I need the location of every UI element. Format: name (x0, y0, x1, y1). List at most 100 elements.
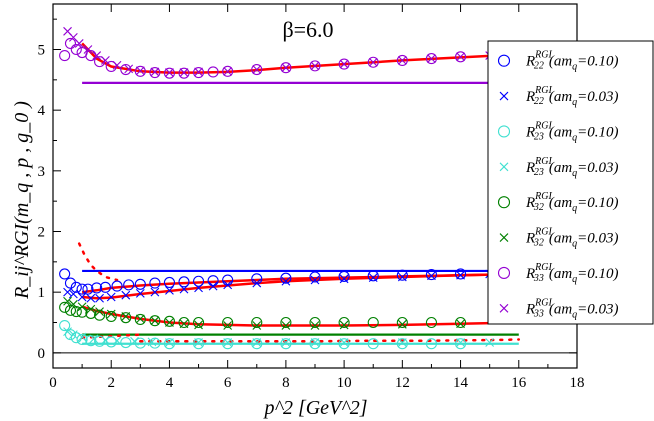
data-point-circle (207, 66, 219, 78)
x-tick-label: 16 (511, 375, 527, 391)
data-point-cross (223, 321, 233, 330)
data-point-circle (425, 269, 437, 281)
data-point-cross (92, 51, 102, 60)
data-point-cross (223, 66, 233, 76)
data-point-cross (63, 296, 72, 306)
data-point-cross (194, 283, 203, 293)
legend-label: RRGI 22 (amq=0.03) (525, 85, 619, 108)
y-tick-label: 2 (38, 225, 46, 241)
data-point-circle (64, 329, 77, 341)
data-point-circle (222, 316, 234, 329)
legend-box (487, 40, 654, 325)
data-point-cross (77, 302, 87, 312)
x-tick-label: 4 (166, 375, 174, 391)
data-point-cross (368, 57, 378, 67)
legend-marker-cross (499, 91, 509, 101)
data-point-cross (397, 338, 407, 347)
data-point-cross (427, 271, 436, 281)
data-point-cross (63, 287, 72, 297)
data-point-cross (135, 288, 145, 298)
legend-marker-circle (497, 125, 511, 138)
data-point-circle (105, 310, 117, 322)
data-point-cross (179, 284, 189, 294)
fit-curve-dotted (77, 242, 119, 282)
data-point-cross (165, 318, 174, 327)
data-point-circle (309, 60, 321, 72)
data-point-cross (89, 334, 99, 344)
data-point-circle (309, 271, 321, 283)
chart-title: β=6.0 (282, 17, 333, 42)
data-point-circle (425, 316, 437, 329)
data-point-cross (397, 319, 407, 329)
data-point-cross (179, 319, 189, 329)
data-point-cross (456, 52, 465, 62)
data-point-circle (163, 338, 175, 350)
data-point-cross (310, 275, 320, 285)
data-markers (59, 26, 495, 350)
data-point-cross (68, 330, 78, 340)
data-point-circle (280, 62, 292, 74)
legend-marker-cross (499, 303, 509, 313)
data-point-cross (130, 336, 139, 346)
y-tick-label: 4 (38, 103, 46, 119)
data-point-cross (135, 66, 145, 76)
x-tick-label: 2 (107, 375, 115, 391)
data-point-circle (193, 275, 205, 287)
data-point-cross (74, 39, 84, 48)
data-point-circle (163, 315, 175, 327)
legend-marker-circle (497, 196, 511, 209)
data-point-circle (85, 50, 97, 62)
x-tick-label: 0 (49, 375, 57, 391)
x-tick-label: 10 (337, 375, 352, 391)
data-point-circle (309, 338, 321, 350)
data-point-circle (76, 333, 88, 346)
data-point-circle (134, 278, 146, 290)
legend-label: RRGI 33 (amq=0.03) (525, 297, 619, 320)
data-point-circle (193, 67, 205, 79)
data-point-circle (76, 283, 88, 295)
data-point-circle (280, 272, 292, 284)
data-point-circle (64, 37, 77, 49)
legend-marker-circle (497, 266, 511, 279)
data-point-cross (223, 338, 233, 347)
data-point-circle (367, 338, 379, 350)
data-point-cross (68, 299, 78, 309)
data-point-circle (425, 338, 437, 350)
data-point-cross (101, 56, 110, 65)
data-point-cross (121, 312, 131, 321)
data-point-circle (396, 338, 408, 350)
data-point-circle (134, 337, 146, 349)
data-point-circle (251, 338, 263, 350)
data-point-cross (485, 338, 495, 347)
data-point-circle (251, 63, 263, 76)
data-point-circle (280, 338, 292, 350)
data-point-cross (252, 321, 262, 330)
data-point-cross (112, 60, 122, 70)
data-point-cross (208, 281, 218, 291)
data-point-cross (281, 63, 291, 73)
data-point-circle (222, 338, 234, 350)
data-point-circle (178, 276, 190, 288)
data-point-circle (82, 283, 94, 295)
data-point-circle (70, 281, 82, 293)
data-point-circle (222, 65, 234, 77)
data-point-circle (163, 276, 175, 289)
data-point-cross (252, 65, 262, 74)
data-point-circle (59, 268, 71, 280)
legend-label: RRGI 32 (amq=0.10) (525, 191, 619, 214)
data-point-cross (150, 316, 160, 326)
data-point-cross (179, 68, 189, 77)
data-point-cross (339, 274, 349, 284)
legend-marker-circle (497, 54, 511, 67)
data-point-circle (59, 319, 71, 332)
data-point-circle (455, 268, 467, 280)
data-point-circle (91, 282, 103, 294)
data-point-cross (95, 307, 104, 316)
data-point-circle (193, 338, 205, 350)
legend: RRGI 22 (amq=0.10) RRGI 22 (amq=0.03) RRGI 23 (a… (487, 40, 654, 325)
data-point-circle (59, 50, 71, 62)
data-point-circle (149, 277, 161, 289)
plateau-lines (82, 81, 519, 345)
data-point-circle (396, 269, 408, 281)
y-tick-label: 0 (38, 346, 46, 362)
